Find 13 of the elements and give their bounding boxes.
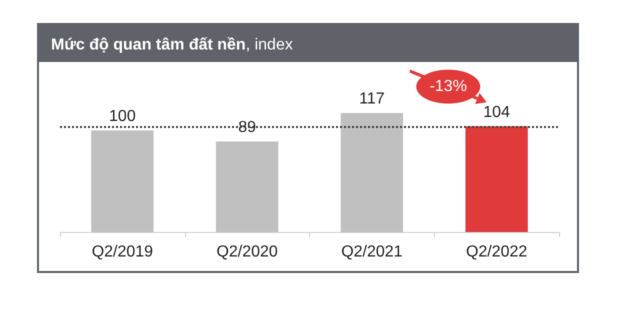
bar <box>91 130 154 232</box>
text: -13% <box>430 78 467 96</box>
x-tick-label: Q2/2020 <box>216 244 278 260</box>
bar <box>216 142 278 232</box>
x-tick-label: Q2/2021 <box>341 244 403 260</box>
x-tick-label: Q2/2022 <box>466 244 528 260</box>
x-tick-label: Q2/2019 <box>92 244 154 260</box>
data-label: 100 <box>109 108 136 125</box>
data-label: 104 <box>483 104 510 121</box>
data-label: 117 <box>359 90 385 108</box>
bar <box>465 126 528 232</box>
chart-title: Mức độ quan tâm đất nền, index <box>51 36 293 54</box>
bar <box>340 113 404 232</box>
